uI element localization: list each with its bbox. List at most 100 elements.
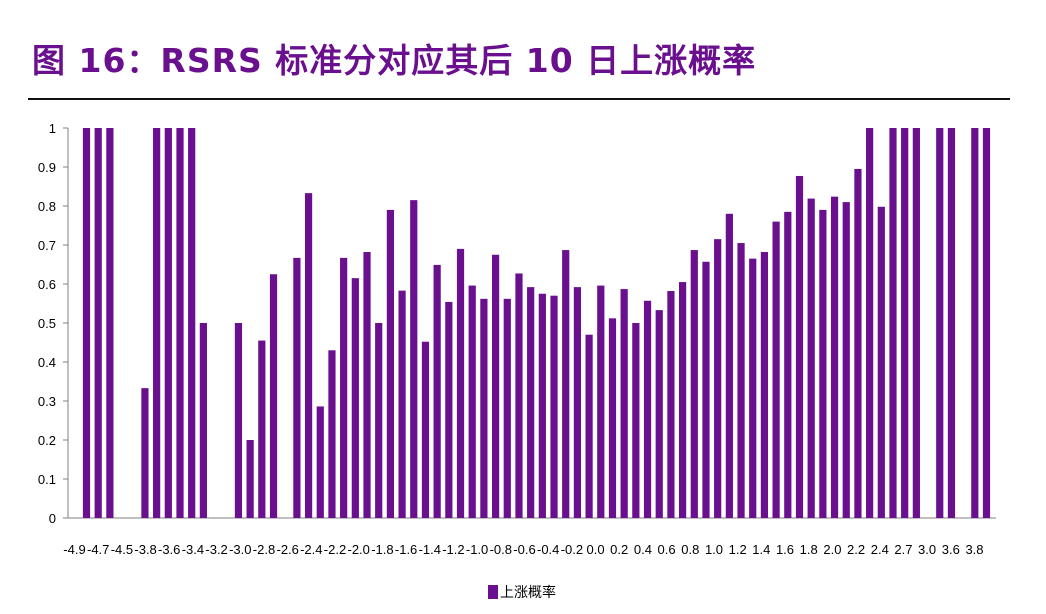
bar <box>141 388 149 518</box>
bar <box>655 310 663 518</box>
bar <box>468 285 476 518</box>
bar <box>632 323 640 518</box>
legend-label: 上涨概率 <box>500 585 556 601</box>
x-tick-label: 1.4 <box>752 542 770 557</box>
bar <box>749 258 757 518</box>
bar <box>947 128 956 518</box>
bar <box>234 323 243 518</box>
x-tick-label: 3.0 <box>918 542 936 557</box>
legend-swatch <box>488 585 498 599</box>
x-tick-label: -2.2 <box>324 542 346 557</box>
x-tick-label: 0.2 <box>610 542 628 557</box>
bar <box>982 128 991 518</box>
x-tick-label: -0.4 <box>537 542 559 557</box>
bar <box>398 290 406 518</box>
bar <box>199 323 207 518</box>
bar <box>515 273 523 518</box>
bar <box>527 287 535 518</box>
bar <box>643 300 652 518</box>
bar <box>889 128 897 518</box>
x-tick-label: -1.2 <box>442 542 464 557</box>
bar <box>503 298 511 518</box>
y-tick-label: 0.2 <box>38 433 56 448</box>
bar <box>760 252 769 518</box>
bar <box>597 285 605 518</box>
x-tick-label: -1.6 <box>395 542 417 557</box>
bar <box>912 128 920 518</box>
x-tick-label: -3.0 <box>229 542 251 557</box>
x-tick-label: -3.2 <box>205 542 227 557</box>
x-tick-label: 2.0 <box>823 542 841 557</box>
x-tick-label: 1.2 <box>729 542 747 557</box>
bar <box>94 128 102 518</box>
y-tick-label: 0.3 <box>38 394 56 409</box>
bar <box>901 128 909 518</box>
bar <box>328 350 336 518</box>
bar <box>807 198 815 518</box>
bar <box>784 211 792 518</box>
y-tick-label: 0.6 <box>38 277 56 292</box>
x-tick-label: 1.6 <box>776 542 794 557</box>
bar <box>795 175 804 518</box>
bar <box>608 318 617 518</box>
y-tick-label: 0.5 <box>38 316 56 331</box>
bar <box>854 168 862 518</box>
x-tick-label: -2.8 <box>253 542 275 557</box>
x-tick-label: 0.8 <box>681 542 699 557</box>
x-tick-label: 0.4 <box>634 542 652 557</box>
x-tick-label: -0.8 <box>490 542 512 557</box>
bar <box>667 291 675 518</box>
y-tick-label: 0.1 <box>38 472 56 487</box>
x-tick-label: -1.0 <box>466 542 488 557</box>
bar <box>714 239 722 518</box>
bar <box>258 340 266 518</box>
x-tick-label: -2.6 <box>276 542 298 557</box>
x-tick-label: 3.8 <box>965 542 983 557</box>
x-tick-label: -3.6 <box>158 542 180 557</box>
bar <box>585 334 593 518</box>
bar <box>830 196 839 518</box>
bar <box>550 295 558 518</box>
bar <box>164 128 172 518</box>
x-tick-label: -4.5 <box>111 542 133 557</box>
bar <box>363 252 371 518</box>
legend: 上涨概率 <box>488 582 556 602</box>
x-tick-label: -2.4 <box>300 542 322 557</box>
bar <box>410 200 418 518</box>
bar <box>538 293 546 518</box>
bar <box>351 278 359 518</box>
x-tick-label: 3.6 <box>942 542 960 557</box>
bar <box>679 282 687 518</box>
x-tick-label: -0.6 <box>513 542 535 557</box>
bar <box>269 274 278 518</box>
bar <box>421 341 430 518</box>
y-tick-label: 0.7 <box>38 238 56 253</box>
bar <box>375 323 383 518</box>
bar <box>562 250 570 518</box>
bar <box>304 193 313 518</box>
bar <box>971 128 979 518</box>
x-tick-label: -2.0 <box>347 542 369 557</box>
bar <box>293 257 301 518</box>
x-tick-label: -4.9 <box>63 542 85 557</box>
bar <box>176 128 184 518</box>
bar <box>877 206 885 518</box>
x-tick-label: -0.2 <box>561 542 583 557</box>
bar <box>82 128 91 518</box>
bar <box>936 128 944 518</box>
x-tick-label: -1.4 <box>419 542 441 557</box>
y-tick-label: 0 <box>49 511 56 526</box>
bar <box>316 406 324 518</box>
bar <box>433 264 441 518</box>
bar <box>620 289 628 518</box>
y-tick-label: 0.9 <box>38 160 56 175</box>
bar <box>480 298 488 518</box>
x-tick-label: -3.4 <box>182 542 204 557</box>
bar <box>386 209 394 518</box>
x-tick-label: 0.6 <box>658 542 676 557</box>
bar <box>702 261 710 518</box>
bar <box>725 213 733 519</box>
bar <box>340 257 348 518</box>
x-tick-label: 2.7 <box>894 542 912 557</box>
